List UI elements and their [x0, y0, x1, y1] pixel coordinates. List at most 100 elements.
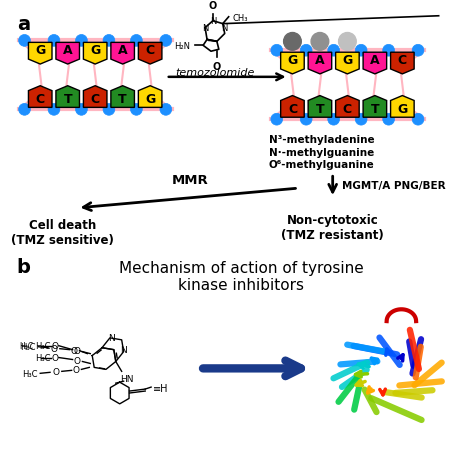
Text: G: G	[35, 45, 46, 57]
Text: T: T	[118, 93, 127, 106]
Circle shape	[311, 34, 329, 51]
Circle shape	[338, 34, 356, 51]
Text: C: C	[91, 93, 100, 106]
Circle shape	[412, 114, 424, 126]
Text: O⁶-methylguanine: O⁶-methylguanine	[269, 160, 374, 170]
Circle shape	[301, 45, 312, 57]
Text: a: a	[17, 15, 30, 34]
Circle shape	[75, 104, 87, 116]
Text: N: N	[202, 24, 208, 33]
Text: A: A	[370, 54, 380, 67]
Text: O: O	[73, 347, 80, 355]
Polygon shape	[56, 43, 80, 65]
Circle shape	[103, 35, 115, 47]
Text: N: N	[120, 346, 127, 354]
Text: O: O	[51, 344, 58, 353]
Text: G: G	[145, 93, 155, 106]
Text: HN: HN	[120, 375, 133, 383]
Text: O: O	[73, 365, 80, 374]
Circle shape	[160, 35, 172, 47]
Circle shape	[48, 104, 60, 116]
Text: O: O	[71, 347, 78, 355]
Polygon shape	[336, 53, 359, 75]
Polygon shape	[363, 96, 387, 118]
Text: N: N	[221, 24, 228, 33]
Text: Non-cytotoxic
(TMZ resistant): Non-cytotoxic (TMZ resistant)	[281, 213, 384, 241]
Text: ≡H: ≡H	[153, 383, 169, 393]
Text: O: O	[52, 341, 58, 351]
Circle shape	[18, 104, 30, 116]
Text: T: T	[316, 103, 324, 116]
Circle shape	[103, 104, 115, 116]
Text: H₃C: H₃C	[35, 341, 51, 351]
Text: C: C	[36, 93, 45, 106]
Polygon shape	[391, 53, 414, 75]
Polygon shape	[83, 86, 107, 108]
Polygon shape	[28, 86, 52, 108]
Text: H₂N: H₂N	[174, 42, 191, 50]
Text: Cell death
(TMZ sensitive): Cell death (TMZ sensitive)	[11, 218, 114, 246]
Text: T: T	[64, 93, 72, 106]
Text: O: O	[213, 62, 221, 72]
Circle shape	[18, 35, 30, 47]
Text: N³-methyladenine: N³-methyladenine	[269, 134, 374, 145]
Text: N: N	[109, 334, 115, 342]
Circle shape	[301, 114, 312, 126]
Polygon shape	[308, 53, 332, 75]
Circle shape	[383, 45, 394, 57]
Circle shape	[328, 45, 339, 57]
Polygon shape	[28, 43, 52, 65]
Polygon shape	[336, 96, 359, 118]
Text: Mechanism of action of tyrosine
kinase inhibitors: Mechanism of action of tyrosine kinase i…	[119, 260, 364, 293]
Circle shape	[355, 114, 367, 126]
Text: H₃C: H₃C	[19, 341, 33, 351]
Circle shape	[130, 104, 142, 116]
Circle shape	[355, 45, 367, 57]
Text: O: O	[73, 356, 80, 365]
Circle shape	[271, 114, 283, 126]
Polygon shape	[83, 43, 107, 65]
Text: temozolomide: temozolomide	[175, 68, 255, 78]
Polygon shape	[308, 96, 332, 118]
Circle shape	[130, 35, 142, 47]
Polygon shape	[56, 86, 80, 108]
Text: b: b	[17, 257, 30, 276]
Polygon shape	[111, 86, 135, 108]
Text: C: C	[146, 45, 155, 57]
Text: A: A	[63, 45, 73, 57]
Circle shape	[271, 45, 283, 57]
Text: H₃C: H₃C	[22, 369, 37, 378]
Polygon shape	[391, 96, 414, 118]
Circle shape	[383, 114, 394, 126]
Polygon shape	[281, 53, 304, 75]
Text: N·-methylguanine: N·-methylguanine	[269, 147, 374, 157]
Polygon shape	[111, 43, 135, 65]
Text: G: G	[90, 45, 100, 57]
Polygon shape	[363, 53, 387, 75]
Text: O: O	[53, 367, 60, 376]
Text: O: O	[209, 1, 217, 11]
Text: A: A	[315, 54, 325, 67]
Text: N: N	[210, 17, 216, 26]
Text: G: G	[287, 54, 298, 67]
Circle shape	[75, 35, 87, 47]
Text: MGMT/A PNG/BER: MGMT/A PNG/BER	[343, 181, 446, 191]
Text: O: O	[52, 353, 58, 362]
Text: H₃C: H₃C	[20, 342, 35, 352]
Text: MMR: MMR	[172, 174, 209, 187]
Circle shape	[412, 45, 424, 57]
Circle shape	[160, 104, 172, 116]
Text: C: C	[398, 54, 407, 67]
Circle shape	[328, 114, 339, 126]
Polygon shape	[138, 86, 162, 108]
Text: CH₃: CH₃	[233, 14, 248, 23]
Text: T: T	[371, 103, 379, 116]
Polygon shape	[138, 43, 162, 65]
Polygon shape	[281, 96, 304, 118]
Text: C: C	[343, 103, 352, 116]
Circle shape	[283, 34, 301, 51]
Text: G: G	[342, 54, 353, 67]
Text: G: G	[397, 103, 408, 116]
Circle shape	[48, 35, 60, 47]
Text: A: A	[118, 45, 128, 57]
